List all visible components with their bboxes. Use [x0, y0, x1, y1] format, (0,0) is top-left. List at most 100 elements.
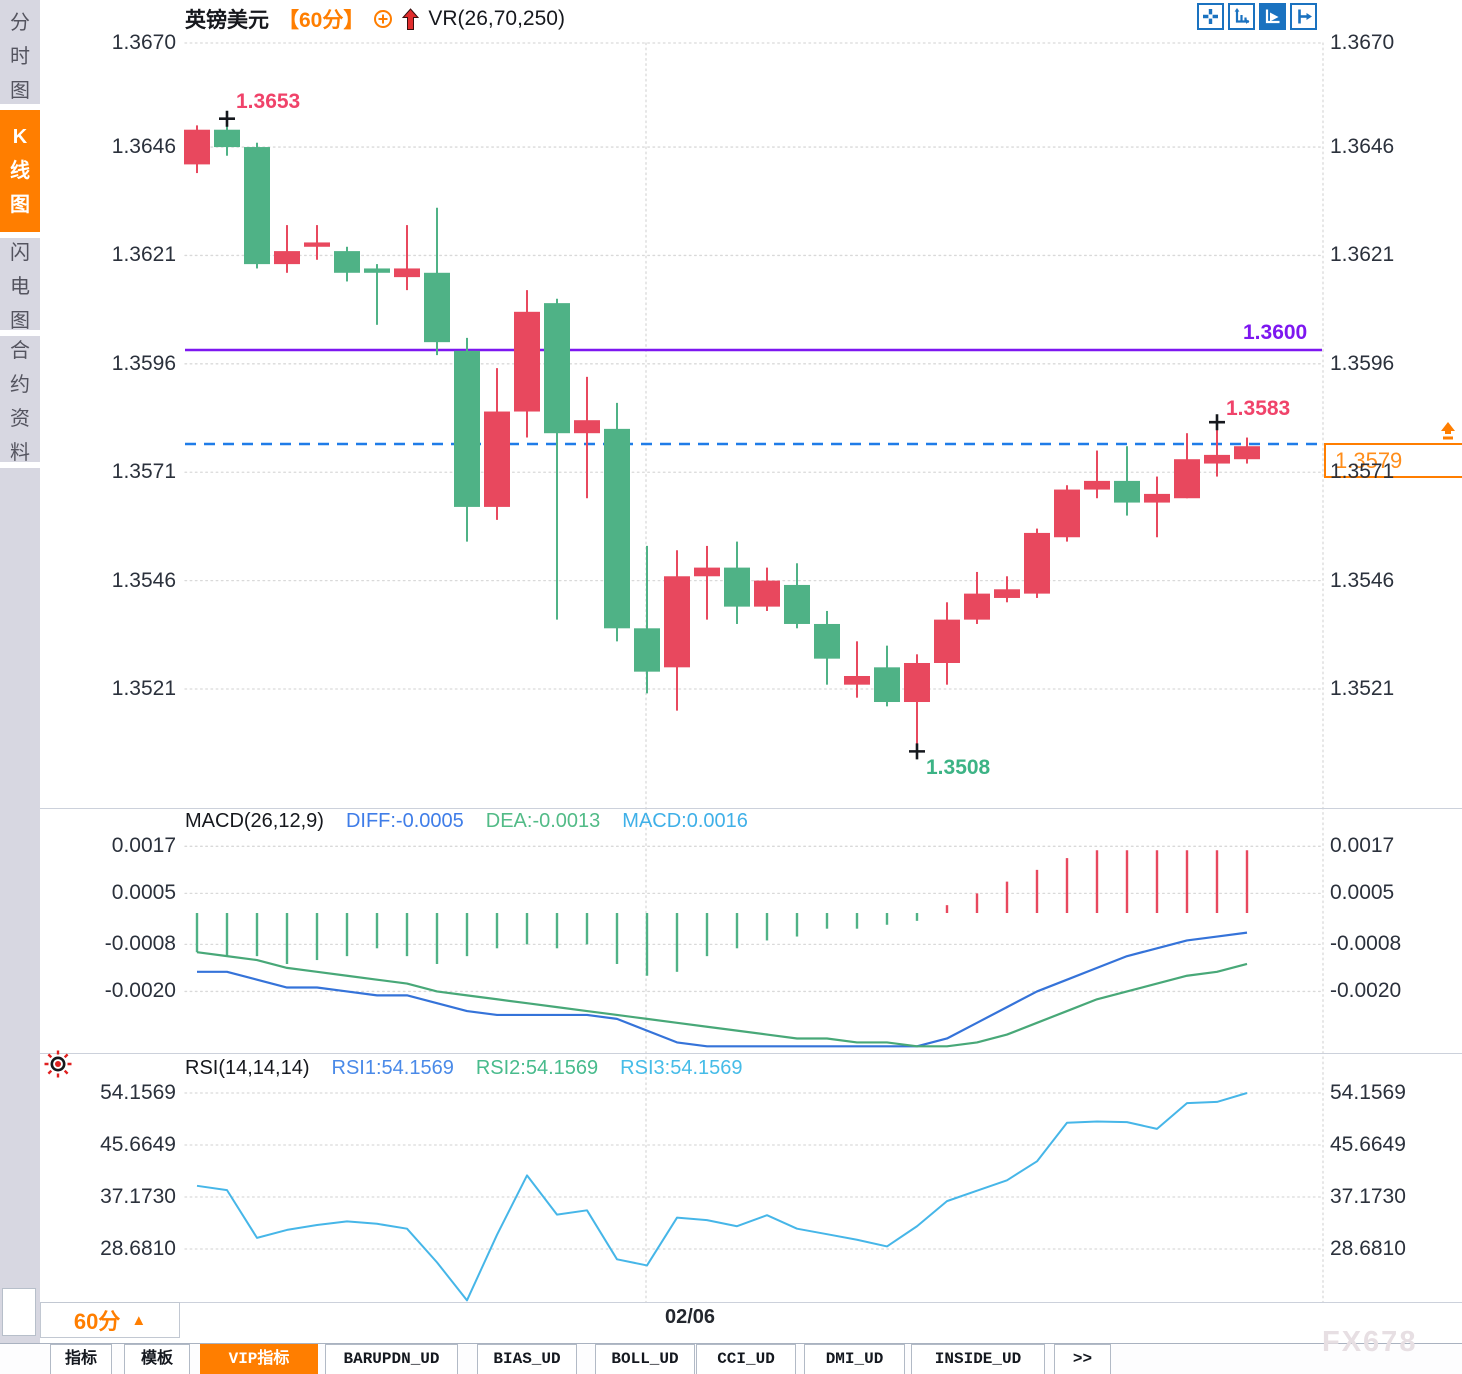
sidebar-item-3[interactable]: 闪电图	[0, 238, 40, 332]
macd-histogram-bar	[1215, 850, 1219, 913]
axis-tick: 1.3596	[1330, 351, 1395, 375]
bottom-tab-7[interactable]: CCI_UD	[696, 1344, 796, 1374]
bottom-tab-3[interactable]: VIP指标	[200, 1344, 318, 1374]
rsi-title: RSI(14,14,14)	[185, 1057, 310, 1079]
candle-body	[1174, 459, 1200, 499]
axis-tick: 37.1730	[1330, 1185, 1406, 1208]
sidebar-gap	[0, 462, 40, 468]
candle-body	[1114, 480, 1140, 503]
candle-body	[394, 268, 420, 278]
axis-tick: 54.1569	[1330, 1081, 1406, 1104]
macd-histogram-bar	[1245, 850, 1249, 913]
axis-tick: 1.3546	[1330, 568, 1395, 592]
bottom-tab-8[interactable]: DMI_UD	[804, 1344, 905, 1374]
axis-tick: 45.6649	[100, 1133, 176, 1156]
sidebar-item-1[interactable]: 分时图	[0, 4, 40, 104]
macd-histogram-bar	[795, 913, 799, 937]
indicator-readout: RSI1:54.1569	[331, 1057, 454, 1079]
candle-body	[1144, 493, 1170, 503]
candle-body	[844, 675, 870, 685]
axis-tick: 0.0017	[1330, 834, 1395, 858]
macd-histogram-bar	[525, 913, 529, 945]
axis-tick: 1.3571	[111, 460, 176, 484]
candle-body	[874, 667, 900, 703]
axis-tick: 45.6649	[1330, 1133, 1406, 1156]
macd-histogram-bar	[195, 913, 199, 953]
bottom-tab-1[interactable]: 指标	[50, 1344, 112, 1374]
bottom-tab-10[interactable]: >>	[1054, 1344, 1111, 1374]
sidebar-item-char: 电	[10, 275, 30, 298]
sidebar-item-char: 料	[10, 441, 30, 464]
sidebar-item-char: 约	[10, 373, 30, 396]
macd-histogram-bar	[345, 913, 349, 957]
sidebar-item-char: 图	[10, 309, 30, 332]
level-line-label: 1.3600	[1243, 321, 1308, 344]
macd-histogram-bar	[1005, 881, 1009, 913]
fit-scale-tool-button[interactable]	[1228, 3, 1255, 30]
candle-body	[1024, 532, 1050, 594]
macd-histogram-bar	[645, 913, 649, 976]
candle-body	[514, 311, 540, 412]
period-label: 60分	[73, 1309, 121, 1334]
macd-histogram-bar	[225, 913, 229, 957]
indicator-tab-bar: 指标 模板 VIP指标 BARUPDN_UD BIAS_UD BOLL_UD CCI_UD D…	[0, 1343, 1462, 1374]
macd-histogram-bar	[585, 913, 589, 945]
auto-scroll-tool-button[interactable]	[1259, 3, 1286, 30]
axis-tick: 1.3571	[1330, 460, 1395, 484]
panel-separator	[40, 808, 1462, 809]
axis-tick: 1.3521	[111, 677, 176, 700]
sidebar-item-char: 资	[10, 407, 30, 430]
candle-body	[364, 268, 390, 273]
axis-tick: -0.0020	[104, 979, 176, 1003]
axis-tick: 1.3521	[1330, 677, 1395, 700]
current-price-box: 1.3579	[1324, 443, 1462, 478]
candle-body	[574, 420, 600, 434]
bottom-tab-5[interactable]: BIAS_UD	[477, 1344, 577, 1374]
bottom-tab-2[interactable]: 模板	[124, 1344, 190, 1374]
crosshair-tool-button[interactable]	[1197, 3, 1224, 30]
indicator-readout: DEA:-0.0013	[485, 810, 601, 832]
macd-histogram-bar	[765, 913, 769, 941]
macd-diff-line	[197, 931, 1248, 1048]
chart-toolbar	[1197, 3, 1317, 30]
sidebar-item-4[interactable]: 合约资料	[0, 336, 40, 464]
candle-body	[274, 251, 300, 265]
candle-body	[694, 567, 720, 577]
circle-plus-icon[interactable]	[373, 9, 393, 29]
macd-histogram-bar	[945, 905, 949, 913]
axis-tick: -0.0008	[104, 932, 176, 956]
axis-tick: 0.0017	[111, 834, 176, 858]
candle-body	[334, 251, 360, 273]
sidebar-item-char: 闪	[10, 241, 30, 264]
macd-histogram-bar	[855, 913, 859, 929]
bottom-tab-9[interactable]: INSIDE_UD	[911, 1344, 1045, 1374]
bottom-tab-6[interactable]: BOLL_UD	[595, 1344, 695, 1374]
pan-right-tool-button[interactable]	[1290, 3, 1317, 30]
macd-histogram-bar	[495, 913, 499, 949]
macd-histogram-bar	[555, 913, 559, 949]
watermark: FX678	[1322, 1326, 1418, 1358]
extreme-marker-high	[219, 110, 235, 127]
x-axis-date-label: 02/06	[664, 1306, 716, 1328]
macd-title: MACD(26,12,9)	[185, 810, 324, 832]
indicator-readout: RSI2:54.1569	[475, 1057, 599, 1079]
candle-body	[544, 303, 570, 434]
indicator-readout: DIFF:-0.0005	[345, 810, 464, 832]
axis-tick: 1.3670	[111, 31, 176, 54]
bottom-tab-4[interactable]: BARUPDN_UD	[325, 1344, 458, 1374]
sidebar-bottom-box	[2, 1288, 36, 1336]
swing-high-label: 1.3583	[1226, 397, 1291, 420]
candle-body	[634, 628, 660, 672]
indicator-title: VR(26,70,250)	[428, 7, 565, 30]
axis-tick: 1.3546	[111, 568, 176, 592]
indicator-sun-icon[interactable]	[42, 1048, 74, 1085]
sidebar-gap	[0, 330, 40, 336]
axis-tick: -0.0020	[1330, 979, 1402, 1003]
candle-body	[904, 662, 930, 703]
axis-tick: 1.3670	[1330, 31, 1395, 54]
period-selector-button[interactable]: 60分 ▲	[40, 1302, 180, 1338]
